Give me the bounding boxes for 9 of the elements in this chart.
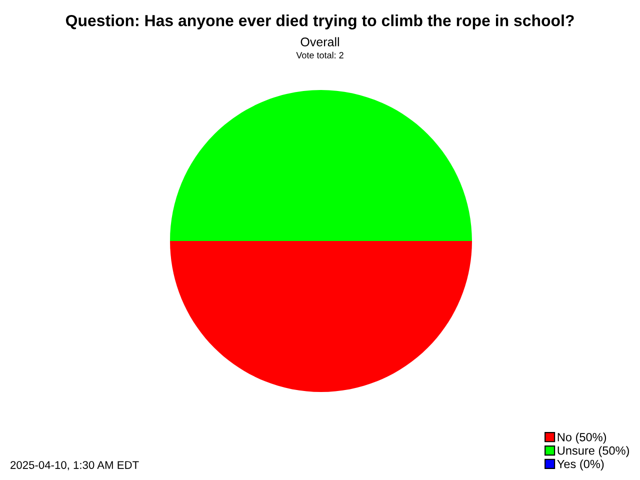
chart-title: Question: Has anyone ever died trying to climb the rope in school? (66, 14, 574, 30)
text: Vote total: 2 (296, 52, 344, 58)
pie-slice (170, 241, 472, 392)
pie-slice (170, 90, 472, 241)
chart-subtitle: Overall (300, 37, 339, 46)
legend-label: No (50%) (558, 432, 606, 444)
legend-label: Yes (0%) (557, 460, 604, 471)
text: 2025-04-10, 1:30 AM EDT (10, 461, 139, 470)
legend-label: Unsure (50%) (558, 446, 629, 458)
